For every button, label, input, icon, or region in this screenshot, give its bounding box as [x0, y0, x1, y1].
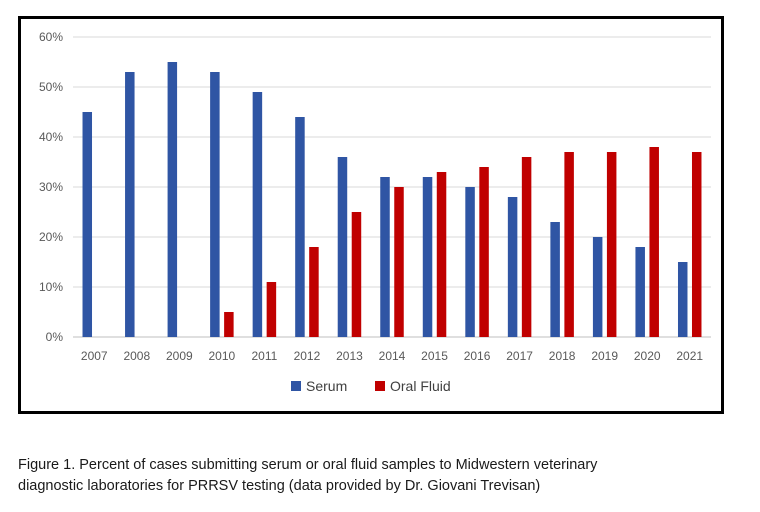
x-tick-label: 2007 — [81, 349, 108, 363]
x-tick-label: 2008 — [123, 349, 150, 363]
x-tick-label: 2014 — [379, 349, 406, 363]
bar-oral-fluid — [564, 152, 574, 337]
bar-oral-fluid — [266, 282, 277, 337]
x-tick-label: 2020 — [634, 349, 661, 363]
legend-label: Serum — [306, 378, 347, 394]
bar-serum — [380, 177, 390, 337]
x-tick-label: 2016 — [464, 349, 491, 363]
x-tick-label: 2015 — [421, 349, 448, 363]
bar-oral-fluid — [649, 147, 659, 337]
x-tick-label: 2009 — [166, 349, 193, 363]
bars — [82, 62, 702, 337]
x-tick-label: 2013 — [336, 349, 363, 363]
bar-serum — [82, 112, 93, 337]
legend: Serum Oral Fluid — [291, 378, 451, 394]
legend-swatch — [375, 381, 385, 391]
bar-oral-fluid — [606, 152, 617, 337]
bar-serum — [337, 157, 348, 337]
bar-oral-fluid — [224, 312, 234, 337]
chart-frame: 0% 10% 20% 30% 40% 50% 60% 2007 2008 2009 2010 2011… — [18, 16, 724, 414]
bar-serum — [210, 72, 220, 337]
y-axis: 0% 10% 20% 30% 40% 50% 60% — [39, 30, 63, 344]
legend-swatch — [291, 381, 301, 391]
y-tick-label: 30% — [39, 180, 63, 194]
x-tick-label: 2019 — [591, 349, 618, 363]
y-tick-label: 0% — [46, 330, 64, 344]
bar-serum — [167, 62, 178, 337]
bar-serum — [677, 262, 688, 337]
bar-serum — [295, 117, 305, 337]
x-tick-label: 2018 — [549, 349, 576, 363]
bar-serum — [635, 247, 645, 337]
caption-line-2: diagnostic laboratories for PRRSV testin… — [18, 478, 541, 494]
y-tick-label: 60% — [39, 30, 63, 44]
x-tick-label: 2010 — [209, 349, 236, 363]
y-tick-label: 50% — [39, 80, 63, 94]
y-tick-label: 40% — [39, 130, 63, 144]
bar-oral-fluid — [309, 247, 319, 337]
bar-serum — [507, 197, 518, 337]
bar-oral-fluid — [394, 187, 404, 337]
bar-serum — [592, 237, 603, 337]
gridlines — [73, 36, 711, 338]
bar-serum — [252, 92, 263, 337]
bar-serum — [465, 187, 475, 337]
bar-serum — [422, 177, 433, 337]
x-tick-label: 2021 — [676, 349, 703, 363]
bar-chart: 0% 10% 20% 30% 40% 50% 60% 2007 2008 2009 2010 2011… — [39, 30, 711, 394]
bar-oral-fluid — [521, 157, 532, 337]
x-tick-label: 2012 — [294, 349, 321, 363]
bar-oral-fluid — [351, 212, 362, 337]
legend-label: Oral Fluid — [390, 378, 451, 394]
figure-caption: Figure 1. Percent of cases submitting se… — [18, 455, 754, 497]
y-tick-label: 20% — [39, 230, 63, 244]
caption-line-1: Figure 1. Percent of cases submitting se… — [18, 457, 598, 473]
x-axis: 2007 2008 2009 2010 2011 2012 2013 2014 2015 2016… — [81, 349, 703, 363]
bar-oral-fluid — [436, 172, 447, 337]
bar-oral-fluid — [691, 152, 702, 337]
bar-serum — [125, 72, 135, 337]
x-tick-label: 2017 — [506, 349, 533, 363]
bar-serum — [550, 222, 560, 337]
bar-oral-fluid — [479, 167, 489, 337]
x-tick-label: 2011 — [251, 349, 277, 363]
y-tick-label: 10% — [39, 280, 63, 294]
